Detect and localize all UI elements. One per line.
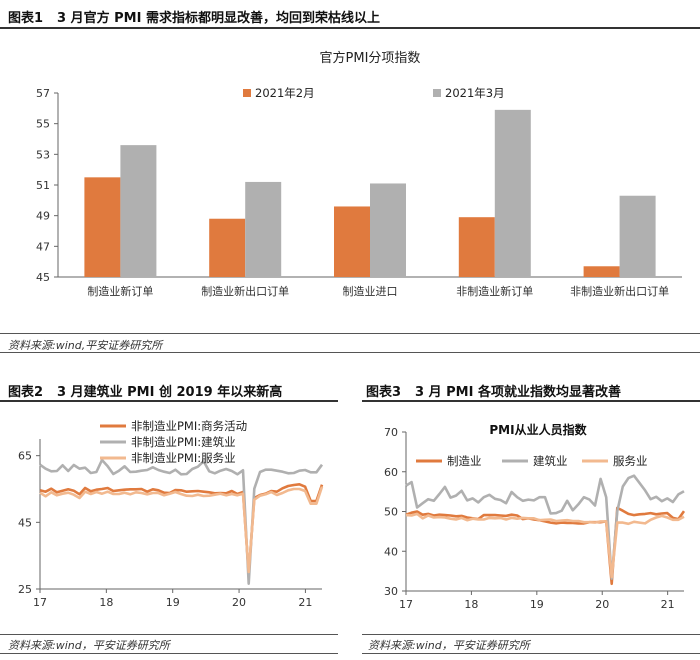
chart3-series-line	[405, 506, 686, 586]
chart3-x-tick-label: 18	[464, 598, 478, 611]
chart2-x-tick-label: 17	[33, 596, 47, 609]
chart2-x-tick-label: 18	[99, 596, 113, 609]
chart3-svg: PMI从业人员指数 30 40 50 60 70 17 18 19 20 21 制造业 建筑业 服务业	[384, 422, 686, 611]
chart1-x-tick-label: 制造业新订单	[87, 284, 153, 298]
chart3-title: PMI从业人员指数	[489, 422, 587, 437]
chart2-svg: 25 45 65 17 18 19 20 21 非制造业PMI:商务活动非制造业PMI:建筑业非…	[18, 419, 324, 609]
chart3-legend-label: 建筑业	[533, 454, 568, 468]
chart3-y-tick-label: 60	[384, 466, 398, 479]
figure2-end-rule	[0, 653, 338, 654]
chart2-legend-label: 非制造业PMI:建筑业	[131, 435, 236, 449]
figure1-header: 图表1 3 月官方 PMI 需求指标都明显改善，均回到荣枯线以上	[8, 7, 380, 26]
chart2-legend-label: 非制造业PMI:商务活动	[131, 419, 247, 433]
chart1-y-tick-label: 47	[36, 240, 50, 253]
figure3-end-rule	[362, 653, 700, 654]
figure2-label: 图表2	[8, 385, 44, 400]
chart1-legend-swatch	[243, 89, 251, 97]
figure1-source: 资料来源:wind,平安证券研究所	[8, 339, 163, 352]
chart3-x-tick-label: 19	[530, 598, 544, 611]
figure1-label: 图表1	[8, 11, 44, 26]
figure2-bottom-rule	[0, 634, 338, 635]
chart1-bar	[84, 177, 121, 277]
chart1-legend-label: 2021年2月	[255, 86, 315, 100]
figure2-top-rule	[0, 400, 338, 402]
figure2-source: 资料来源:wind，平安证券研究所	[8, 639, 170, 652]
chart2-x-tick-label: 20	[232, 596, 246, 609]
chart1-x-tick-label: 非制造业新订单	[456, 284, 533, 298]
chart3-x-tick-label: 17	[399, 598, 413, 611]
figure1-top-rule	[0, 27, 700, 29]
chart1-bar	[458, 217, 495, 277]
chart1-bar	[583, 266, 620, 277]
chart1-x-tick-label: 制造业进口	[343, 284, 398, 298]
chart1-y-tick-label: 51	[36, 179, 50, 192]
chart2-series-line	[39, 483, 324, 575]
chart3-y-tick-label: 70	[384, 426, 398, 439]
figure3-header: 图表3 3 月 PMI 各项就业指数均显著改善	[366, 381, 621, 400]
chart3-y-tick-label: 50	[384, 506, 398, 519]
figure2-header: 图表2 3 月建筑业 PMI 创 2019 年以来新高	[8, 381, 282, 400]
chart2-legend-label: 非制造业PMI:服务业	[131, 451, 236, 465]
figure1-title: 3 月官方 PMI 需求指标都明显改善，均回到荣枯线以上	[57, 11, 380, 26]
chart1-bar	[619, 195, 656, 277]
figure3-source: 资料来源:wind，平安证券研究所	[368, 639, 530, 652]
chart1-y-tick-label: 49	[36, 210, 50, 223]
figure3-label: 图表3	[366, 385, 402, 400]
chart1-bar	[245, 181, 282, 277]
chart2-y-tick-label: 65	[18, 450, 32, 463]
chart1-bar	[120, 145, 157, 277]
chart2-x-tick-label: 21	[298, 596, 312, 609]
chart1-x-tick-label: 非制造业新出口订单	[570, 284, 669, 298]
chart1-bar	[334, 206, 370, 277]
chart3-series-line	[405, 474, 685, 580]
chart2-y-tick-label: 45	[18, 516, 32, 529]
figure1-bottom-rule	[0, 333, 700, 334]
chart3-legend-label: 制造业	[447, 454, 482, 468]
chart3-x-tick-label: 21	[661, 598, 675, 611]
chart2-x-tick-label: 19	[166, 596, 180, 609]
figure3-bottom-rule	[362, 634, 700, 635]
chart2-series-line	[39, 458, 324, 585]
chart1-bar	[370, 183, 406, 277]
chart1-legend-label: 2021年3月	[445, 86, 505, 100]
chart3-y-tick-label: 30	[384, 585, 398, 598]
figure3-title: 3 月 PMI 各项就业指数均显著改善	[415, 385, 621, 400]
chart1-bar	[209, 218, 246, 277]
chart3-legend-label: 服务业	[613, 454, 648, 468]
chart1-bar	[494, 109, 531, 277]
chart1-title: 官方PMI分项指数	[320, 50, 421, 66]
chart1-y-tick-label: 55	[36, 118, 50, 131]
chart1-y-tick-label: 57	[36, 87, 50, 100]
chart3-y-tick-label: 40	[384, 545, 398, 558]
chart3-x-tick-label: 20	[595, 598, 609, 611]
chart1-legend-swatch	[433, 89, 441, 97]
figure2-title: 3 月建筑业 PMI 创 2019 年以来新高	[57, 385, 283, 400]
chart1-svg: 官方PMI分项指数 45 47 49 51 53 55 57 制造业新订单 制造业新出口订单 制造业…	[36, 50, 682, 298]
chart1-y-tick-label: 53	[36, 148, 50, 161]
chart1-y-tick-label: 45	[36, 271, 50, 284]
chart1-x-tick-label: 制造业新出口订单	[201, 284, 289, 298]
chart2-series-line	[39, 486, 324, 574]
chart3-series-line	[405, 512, 685, 579]
figure1-end-rule	[0, 352, 700, 353]
figure3-top-rule	[362, 400, 700, 402]
chart2-y-tick-label: 25	[18, 583, 32, 596]
